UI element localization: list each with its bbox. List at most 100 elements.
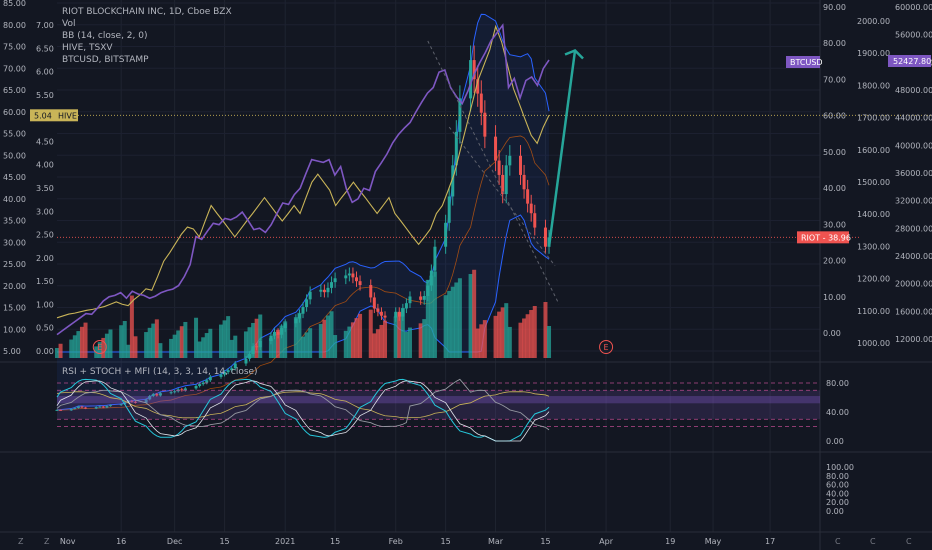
- volume-bar: [69, 339, 74, 358]
- btc-tick: 1800.00: [857, 81, 890, 90]
- candle-body: [148, 396, 152, 400]
- volume-bar: [404, 331, 409, 358]
- volume-bar: [532, 306, 537, 358]
- volume-bar: [276, 329, 281, 358]
- candle-body: [330, 282, 334, 288]
- x-tick: Mar: [488, 537, 504, 546]
- btc-price-tag: [888, 55, 931, 67]
- rsi-line: [56, 378, 550, 431]
- volume-bar: [55, 348, 59, 358]
- volume-bar: [83, 322, 88, 358]
- candle-body: [472, 60, 476, 80]
- corner-right-glyph-2: C: [870, 537, 876, 546]
- volume-bar: [268, 338, 273, 358]
- candle-body: [508, 155, 512, 166]
- hive-tick: 6.00: [36, 68, 54, 77]
- left-tick: 10.00: [3, 325, 26, 334]
- left-tick: 15.00: [3, 304, 26, 313]
- volume-bar: [247, 327, 252, 358]
- btc-tick: 1100.00: [857, 307, 890, 316]
- hive-tick: 0.00: [36, 347, 54, 356]
- candle-body: [397, 311, 401, 317]
- candle-body: [383, 315, 387, 318]
- candle-body: [233, 363, 237, 369]
- volume-bar: [329, 311, 334, 358]
- candle-body: [144, 399, 148, 403]
- candle-body: [497, 160, 501, 175]
- candle-body: [272, 331, 276, 336]
- volume-bar: [422, 319, 427, 358]
- volume-bar: [108, 329, 113, 358]
- candle-body: [244, 358, 248, 364]
- volume-bar: [518, 322, 523, 358]
- x-tick: 17: [765, 537, 775, 546]
- candle-body: [130, 400, 134, 402]
- candle-body: [301, 307, 305, 314]
- far-right-tick: 60000.00: [895, 3, 932, 12]
- volume-bar: [308, 328, 313, 358]
- volume-bar: [104, 333, 109, 358]
- hive-tick: 2.00: [36, 254, 54, 263]
- volume-bar: [119, 325, 124, 358]
- volume-bar: [397, 312, 402, 358]
- sub-tick: 20.00: [826, 498, 849, 507]
- volume-bar: [194, 317, 199, 358]
- candle-body: [73, 407, 77, 409]
- stoch-d-line: [56, 380, 550, 442]
- volume-bar: [183, 321, 188, 358]
- volume-bar: [325, 315, 330, 358]
- hive-price-value: 5.04: [34, 111, 52, 120]
- sub-tick: 40.00: [826, 489, 849, 498]
- x-tick: 15: [219, 537, 229, 546]
- candle-body: [422, 296, 426, 300]
- btc-tick: 1200.00: [857, 275, 890, 284]
- volume-bar: [500, 307, 505, 358]
- far-right-tick: 20000.00: [895, 280, 932, 289]
- volume-bar: [493, 315, 498, 358]
- candle-body: [501, 174, 505, 195]
- volume-bar: [254, 318, 259, 358]
- far-right-tick: 36000.00: [895, 169, 932, 178]
- sub-tick: 80.00: [826, 472, 849, 481]
- volume-bar: [525, 314, 530, 358]
- x-tick: 19: [665, 537, 675, 546]
- legend-hive: HIVE, TSXV: [62, 43, 113, 53]
- volume-bar: [318, 323, 323, 358]
- candle-body: [208, 376, 212, 381]
- volume-bar: [304, 332, 309, 358]
- candle-body: [358, 281, 362, 285]
- candle-body: [55, 409, 59, 411]
- left-tick: 35.00: [3, 217, 26, 226]
- volume-bar: [347, 326, 352, 358]
- candle-body: [69, 408, 73, 411]
- candle-body: [376, 308, 380, 312]
- x-tick: May: [705, 537, 722, 546]
- volume-bar: [350, 322, 355, 358]
- hive-line: [56, 24, 550, 319]
- volume-bar: [158, 343, 163, 358]
- far-right-tick: 28000.00: [895, 224, 932, 233]
- candle-body: [476, 79, 480, 94]
- volume-bar: [450, 286, 455, 358]
- x-tick: 15: [540, 537, 550, 546]
- candle-body: [98, 406, 102, 408]
- candle-body: [269, 335, 273, 341]
- hive-tick: 5.50: [36, 91, 54, 100]
- candle-body: [494, 136, 498, 161]
- candle-body: [155, 394, 159, 396]
- volume-bar: [169, 338, 174, 358]
- candle-body: [169, 392, 173, 394]
- x-tick: Dec: [167, 537, 182, 546]
- candle-body: [429, 270, 433, 286]
- far-right-tick: 44000.00: [895, 114, 932, 123]
- left-tick: 70.00: [3, 64, 26, 73]
- candle-body: [226, 370, 230, 373]
- candle-body: [230, 368, 234, 371]
- candle-body: [333, 278, 337, 283]
- x-tick: Nov: [60, 537, 76, 546]
- volume-bar: [507, 326, 512, 358]
- x-tick: 2021: [275, 537, 295, 546]
- btc-tick: 2000.00: [857, 17, 890, 26]
